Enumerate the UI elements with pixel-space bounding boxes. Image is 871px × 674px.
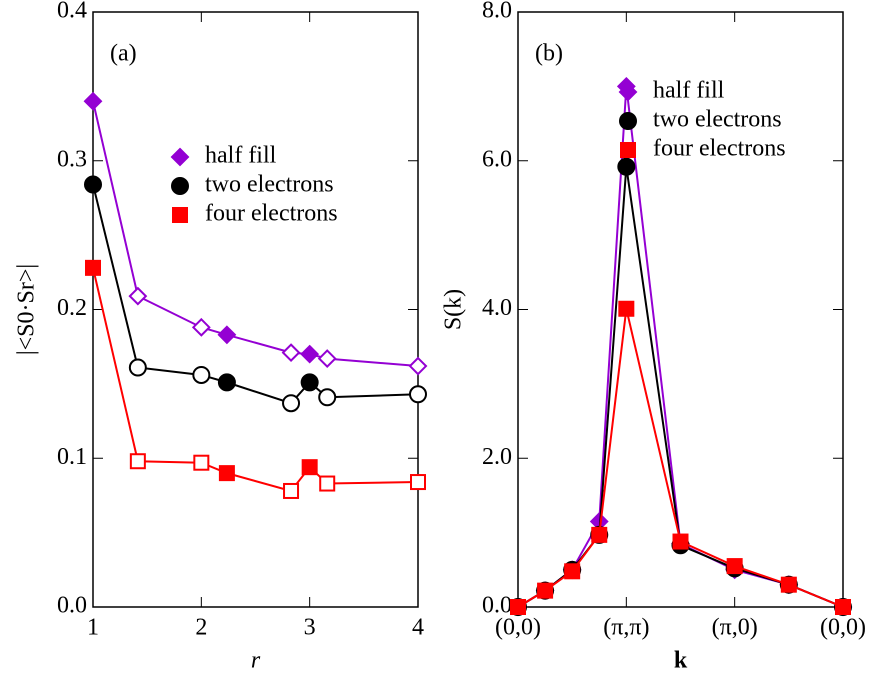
series-line (517, 308, 844, 608)
panel: 0.0 2.0 4.0 6.0 8.0 (0,0) (π,π) (π,0) (0,0) k S(k)… (441, 0, 866, 674)
legend-label: half fill (205, 143, 277, 169)
marker (300, 344, 320, 364)
y-tick-label: 6.0 (482, 146, 512, 172)
marker (408, 356, 428, 376)
marker (726, 558, 743, 575)
marker (283, 482, 300, 499)
y-tick-label: 4.0 (482, 295, 512, 321)
legend-label: half fill (653, 78, 725, 104)
marker (301, 459, 318, 476)
x-tick-label: 4 (412, 615, 424, 641)
marker (618, 300, 635, 317)
marker (218, 465, 235, 482)
marker (193, 454, 210, 471)
legend-marker (172, 207, 188, 223)
marker (591, 526, 608, 543)
x-axis-label: r (251, 648, 261, 674)
marker (129, 453, 146, 470)
panel-label: (a) (110, 41, 137, 67)
marker (84, 175, 102, 194)
legend-label: two electrons (205, 172, 334, 198)
x-tick-label: 1 (87, 615, 99, 641)
legend-marker (620, 142, 636, 158)
x-tick-label: (0,0) (820, 615, 866, 641)
marker (128, 358, 147, 377)
marker (319, 475, 336, 492)
y-tick-label: 0.4 (57, 0, 87, 24)
x-tick-label: (π,π) (603, 615, 649, 641)
marker (217, 325, 237, 345)
marker (835, 599, 851, 615)
marker (510, 599, 526, 615)
y-tick-label: 2.0 (482, 444, 512, 470)
panel: 0.0 0.1 0.2 0.3 0.4 1 2 3 4 r |<S0·Sr>| (a) half fil… (14, 0, 428, 674)
y-tick-label: 0.0 (57, 593, 87, 619)
marker (537, 582, 554, 599)
x-tick-label: (π,0) (712, 615, 758, 641)
marker (317, 349, 337, 369)
marker (128, 286, 148, 306)
marker (281, 343, 301, 363)
y-tick-label: 0.2 (57, 295, 87, 321)
legend-marker (618, 82, 638, 102)
marker (83, 91, 103, 111)
series-line (517, 86, 844, 608)
marker (318, 388, 337, 407)
marker (564, 563, 581, 580)
x-axis-label: k (674, 648, 688, 674)
x-tick-label: (0,0) (495, 615, 541, 641)
marker (217, 373, 236, 392)
series-line (92, 101, 419, 368)
x-tick-label: 3 (304, 615, 316, 641)
marker (191, 317, 211, 337)
marker (300, 373, 319, 392)
legend-label: two electrons (653, 107, 782, 133)
plot-frame (92, 11, 419, 608)
x-tick-label: 2 (195, 615, 207, 641)
marker (617, 157, 636, 176)
y-tick-label: 0.0 (482, 593, 512, 619)
marker (672, 533, 689, 550)
y-tick-label: 0.3 (57, 146, 87, 172)
marker (282, 394, 301, 413)
marker (780, 576, 797, 593)
legend-marker (619, 112, 637, 130)
marker (192, 365, 211, 384)
y-tick-label: 0.1 (57, 444, 87, 470)
legend-marker (170, 147, 190, 167)
y-tick-label: 8.0 (482, 0, 512, 24)
marker (409, 385, 427, 404)
y-axis-label: S(k) (441, 289, 467, 330)
y-axis-label: |<S0·Sr>| (14, 264, 40, 355)
marker (410, 474, 426, 491)
legend-marker (171, 177, 189, 195)
panel-label: (b) (535, 41, 563, 67)
legend-label: four electrons (205, 201, 338, 227)
marker (85, 259, 101, 276)
legend-label: four electrons (653, 136, 786, 162)
